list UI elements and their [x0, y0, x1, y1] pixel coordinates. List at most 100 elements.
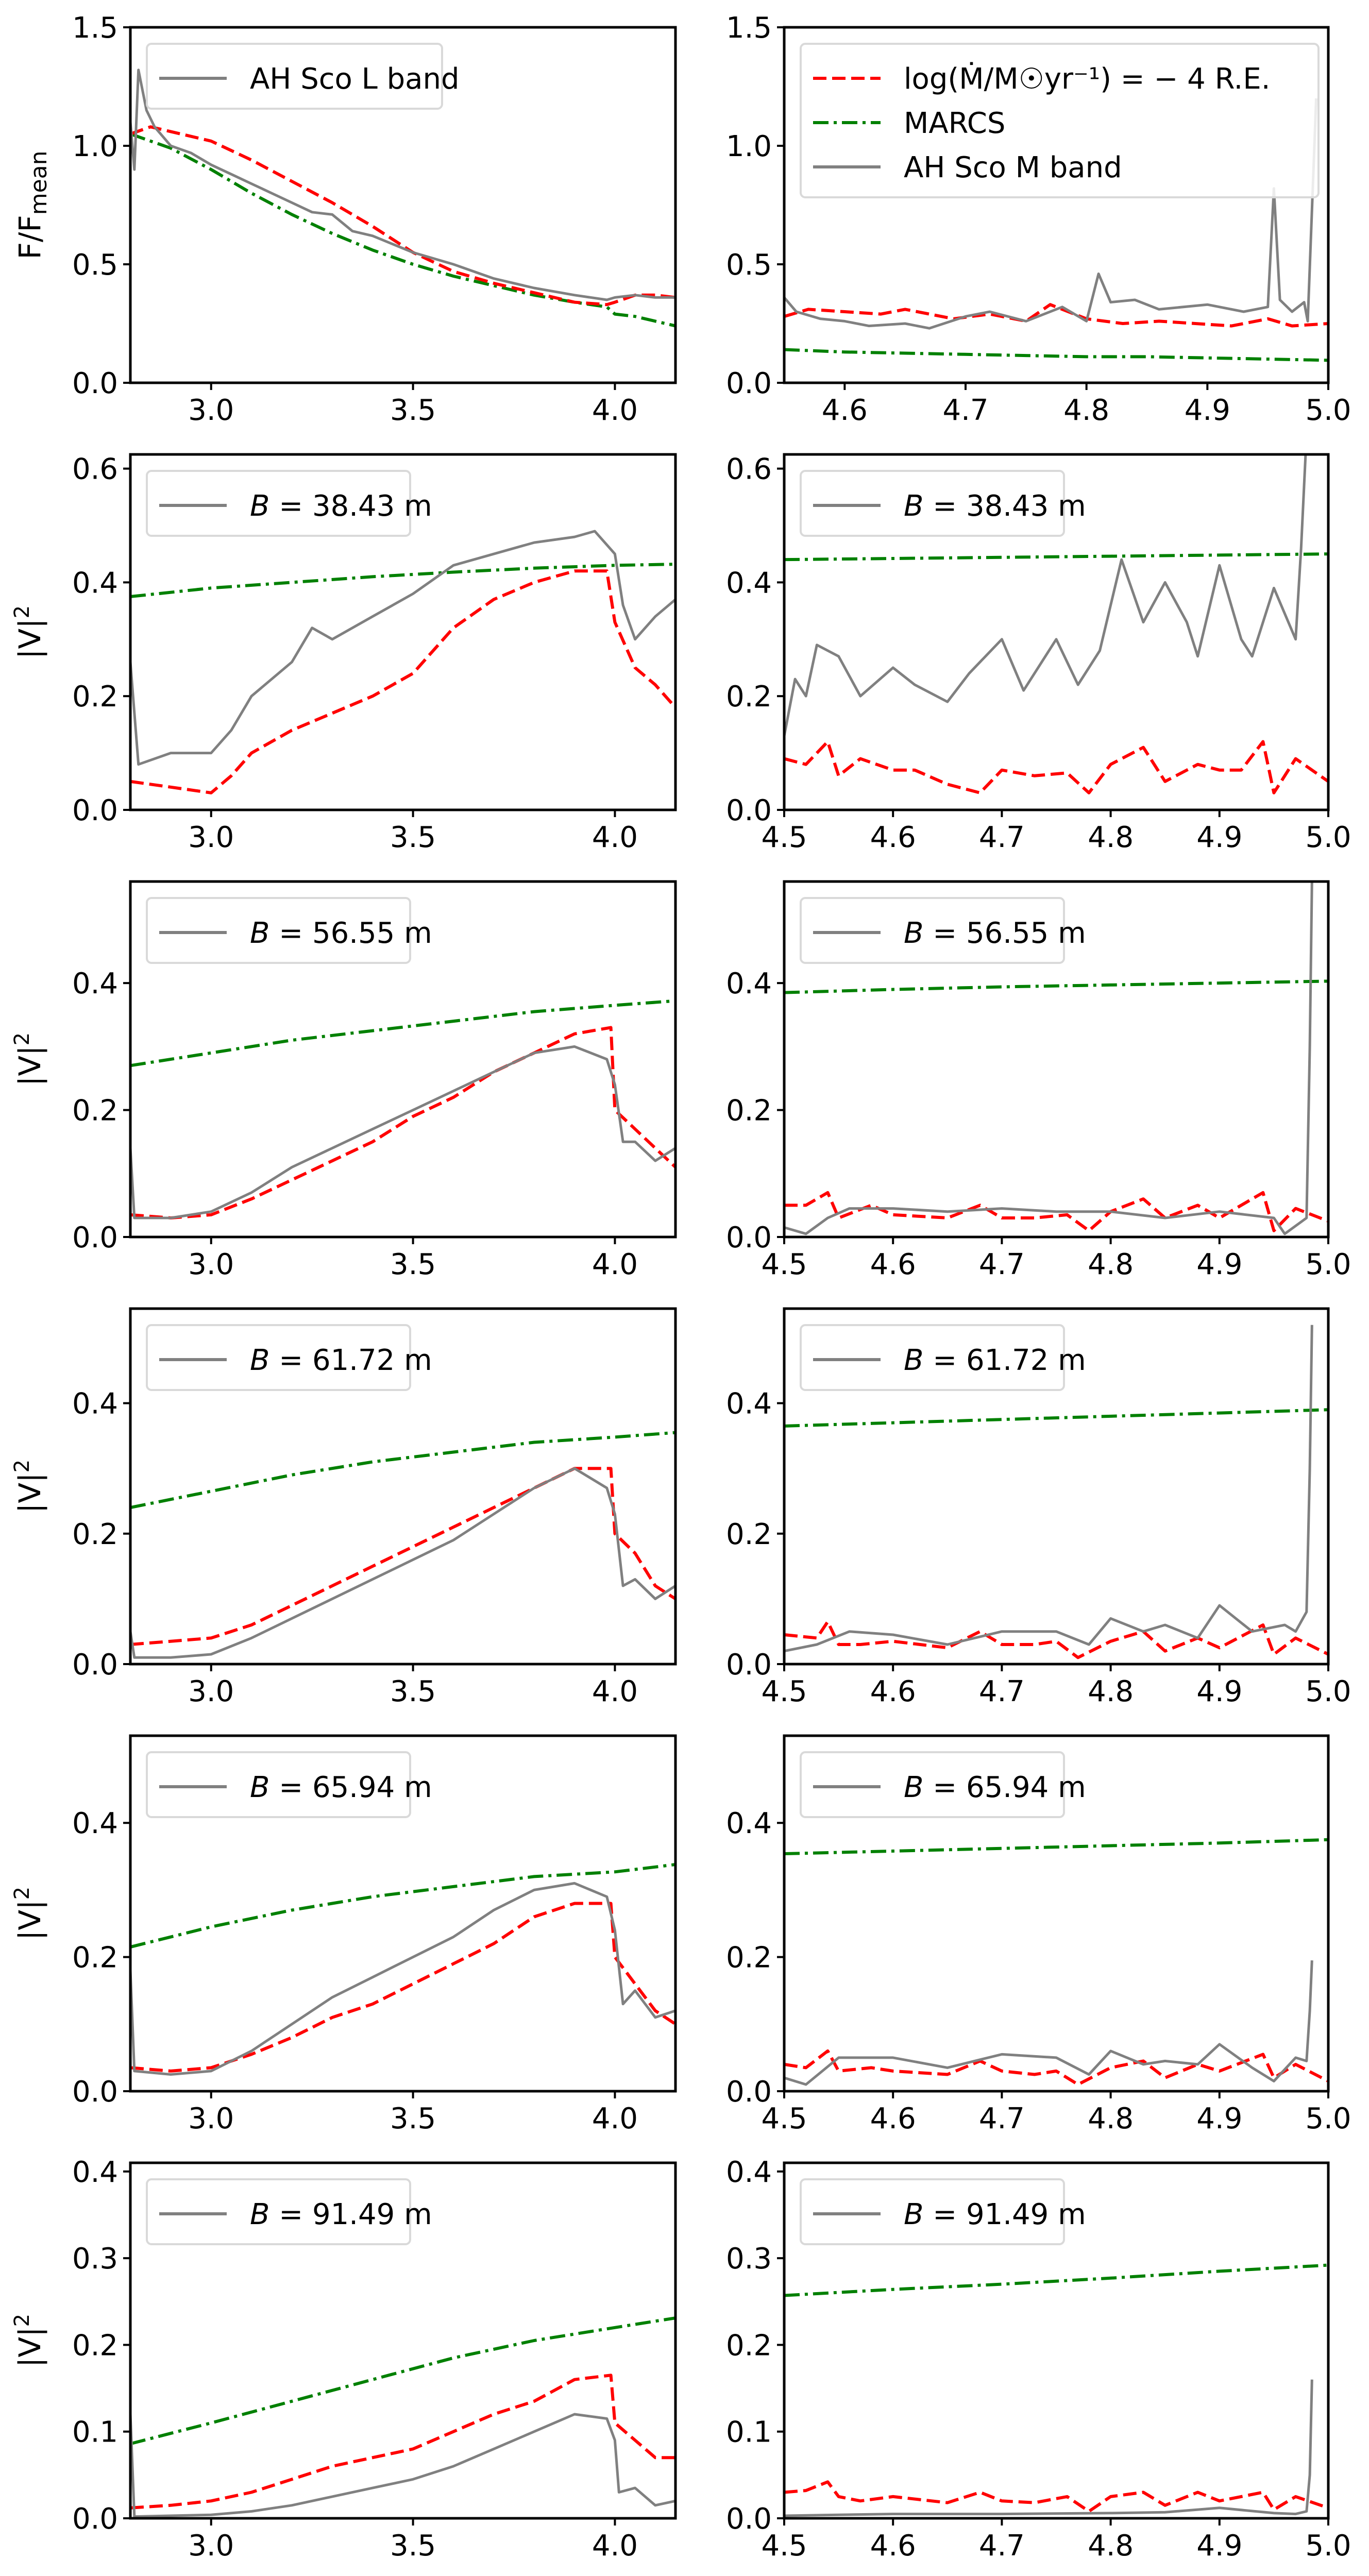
- x-tick-label: 4.5: [761, 1248, 807, 1281]
- x-tick-label: 3.5: [390, 821, 436, 854]
- y-tick-label: 0.0: [72, 794, 118, 827]
- y-tick-label: 0.0: [726, 2502, 772, 2536]
- marcs-curve: [130, 563, 675, 598]
- marcs-curve: [784, 552, 1328, 562]
- x-tick-label: 4.0: [592, 821, 638, 854]
- axes-frame: [783, 1307, 1330, 1666]
- y-tick-label: 0.2: [726, 1941, 772, 1975]
- legend-label: B = 65.94 m: [904, 1771, 1086, 1804]
- model-curve: [784, 1191, 1328, 1232]
- legend-box: [800, 1324, 1065, 1391]
- legend: B = 38.43 m: [800, 470, 1086, 537]
- plot-area: [784, 454, 1328, 794]
- panel-r5-c1: 0.0 0.1 0.2 0.3 0.4 4.5 4.6 4.7 4.8 4.9 5.0 B = 91.…: [726, 2156, 1351, 2563]
- observed-curve: [784, 882, 1313, 1235]
- model-curve: [784, 740, 1328, 794]
- y-tick-label: 0.4: [72, 1387, 118, 1421]
- legend: B = 65.94 m: [146, 1751, 432, 1818]
- y-tick-label: 0.2: [72, 680, 118, 714]
- x-tick-label: 4.0: [592, 2102, 638, 2136]
- panel-r5-c0: 0.0 0.1 0.2 0.3 0.4 3.0 3.5 4.0 |V|2 B = 91.49 m: [10, 2156, 677, 2563]
- plot-area: [130, 1863, 675, 2076]
- y-tick-label: 0.4: [72, 566, 118, 600]
- legend-label: B = 61.72 m: [250, 1344, 432, 1377]
- y-axis-label: |V|2: [10, 1032, 47, 1086]
- x-tick-label: 4.5: [761, 821, 807, 854]
- plot-area: [784, 1325, 1328, 1659]
- y-tick-label: 0.0: [72, 2502, 118, 2536]
- y-tick-label: 0.2: [726, 680, 772, 714]
- panel-r4-c1: 0.0 0.2 0.4 4.5 4.6 4.7 4.8 4.9 5.0 B = 65.94 m: [726, 1734, 1351, 2136]
- x-tick-label: 3.0: [188, 1248, 234, 1281]
- legend-box: [800, 897, 1065, 964]
- marcs-curve: [130, 999, 675, 1067]
- y-tick-label: 0.0: [72, 1221, 118, 1255]
- plot-area: [784, 2263, 1328, 2517]
- legend-box: [146, 1751, 411, 1818]
- y-axis-label: |V|2: [10, 2314, 47, 2367]
- plot-area: [784, 98, 1328, 362]
- y-tick-label: 0.0: [72, 367, 118, 400]
- x-tick-label: 4.6: [870, 1675, 916, 1708]
- plot-area: [130, 2316, 675, 2518]
- model-curve: [784, 2049, 1328, 2086]
- x-tick-label: 4.6: [822, 394, 868, 427]
- model-curve: [130, 1467, 675, 1646]
- observed-curve: [784, 2379, 1313, 2517]
- marcs-curve: [784, 1408, 1328, 1428]
- x-tick-label: 4.8: [1088, 2102, 1134, 2136]
- x-tick-label: 3.5: [390, 1675, 436, 1708]
- legend-label: MARCS: [904, 107, 1005, 140]
- panel-r3-c0: 0.0 0.2 0.4 3.0 3.5 4.0 |V|2 B = 61.72 m: [10, 1307, 677, 1708]
- panel-r2-c0: 0.0 0.2 0.4 3.0 3.5 4.0 |V|2 B = 56.55 m: [10, 880, 677, 1281]
- y-tick-label: 0.3: [726, 2242, 772, 2276]
- x-tick-label: 4.9: [1196, 2102, 1242, 2136]
- observed-curve: [130, 1467, 675, 1659]
- y-axis-label: |V|2: [10, 1460, 47, 1513]
- axes-frame: [783, 880, 1330, 1239]
- y-tick-label: 0.0: [726, 794, 772, 827]
- marcs-curve: [784, 1838, 1328, 1856]
- y-tick-label: 0.4: [72, 1807, 118, 1840]
- marcs-curve: [130, 1431, 675, 1510]
- panel-r1-c0: 0.0 0.2 0.4 0.6 3.0 3.5 4.0 |V|2 B = 38.43 m: [10, 453, 677, 854]
- x-tick-label: 4.5: [761, 1675, 807, 1708]
- x-tick-label: 4.5: [761, 2529, 807, 2563]
- legend-box: [146, 2178, 411, 2245]
- observed-curve: [784, 1325, 1313, 1653]
- y-tick-label: 1.0: [726, 130, 772, 163]
- model-curve: [130, 1026, 675, 1219]
- y-tick-label: 0.4: [726, 2156, 772, 2189]
- legend: B = 56.55 m: [800, 897, 1086, 964]
- plot-area: [784, 882, 1328, 1235]
- axes-frame: [129, 2161, 677, 2520]
- legend-box: [800, 1751, 1065, 1818]
- panel-r0-c1: 0.0 0.5 1.0 1.5 4.6 4.7 4.8 4.9 5.0 log(Ṁ/M☉yr⁻¹)…: [726, 11, 1351, 427]
- legend-box: [146, 897, 411, 964]
- y-tick-label: 0.2: [72, 1094, 118, 1128]
- y-tick-label: 0.0: [72, 1648, 118, 1682]
- legend-label: B = 38.43 m: [904, 489, 1086, 523]
- legend: B = 65.94 m: [800, 1751, 1086, 1818]
- y-tick-label: 0.2: [726, 1094, 772, 1128]
- x-tick-label: 3.5: [390, 2529, 436, 2563]
- y-axis-label: |V|2: [10, 605, 47, 659]
- legend-box: [800, 2178, 1065, 2245]
- x-tick-label: 5.0: [1305, 821, 1351, 854]
- legend-box: [146, 1324, 411, 1391]
- axes-frame: [129, 1307, 677, 1666]
- y-tick-label: 0.0: [726, 367, 772, 400]
- axes-frame: [129, 1734, 677, 2093]
- x-tick-label: 4.0: [592, 1248, 638, 1281]
- legend: log(Ṁ/M☉yr⁻¹) = − 4 R.E. MARCS AH Sco M ba…: [800, 43, 1320, 198]
- panel-r3-c1: 0.0 0.2 0.4 4.5 4.6 4.7 4.8 4.9 5.0 B = 61.72 m: [726, 1307, 1351, 1708]
- axes-frame: [783, 1734, 1330, 2093]
- plot-area: [130, 1431, 675, 1659]
- axes-frame: [783, 453, 1330, 811]
- y-tick-label: 0.2: [72, 1518, 118, 1551]
- legend-label: B = 91.49 m: [250, 2198, 432, 2231]
- x-tick-label: 3.5: [390, 1248, 436, 1281]
- panel-r0-c0: 0.0 0.5 1.0 1.5 3.0 3.5 4.0 F/Fmean AH Sco L ban…: [12, 11, 677, 427]
- legend-box: [800, 43, 1320, 198]
- marcs-curve: [130, 1863, 675, 1949]
